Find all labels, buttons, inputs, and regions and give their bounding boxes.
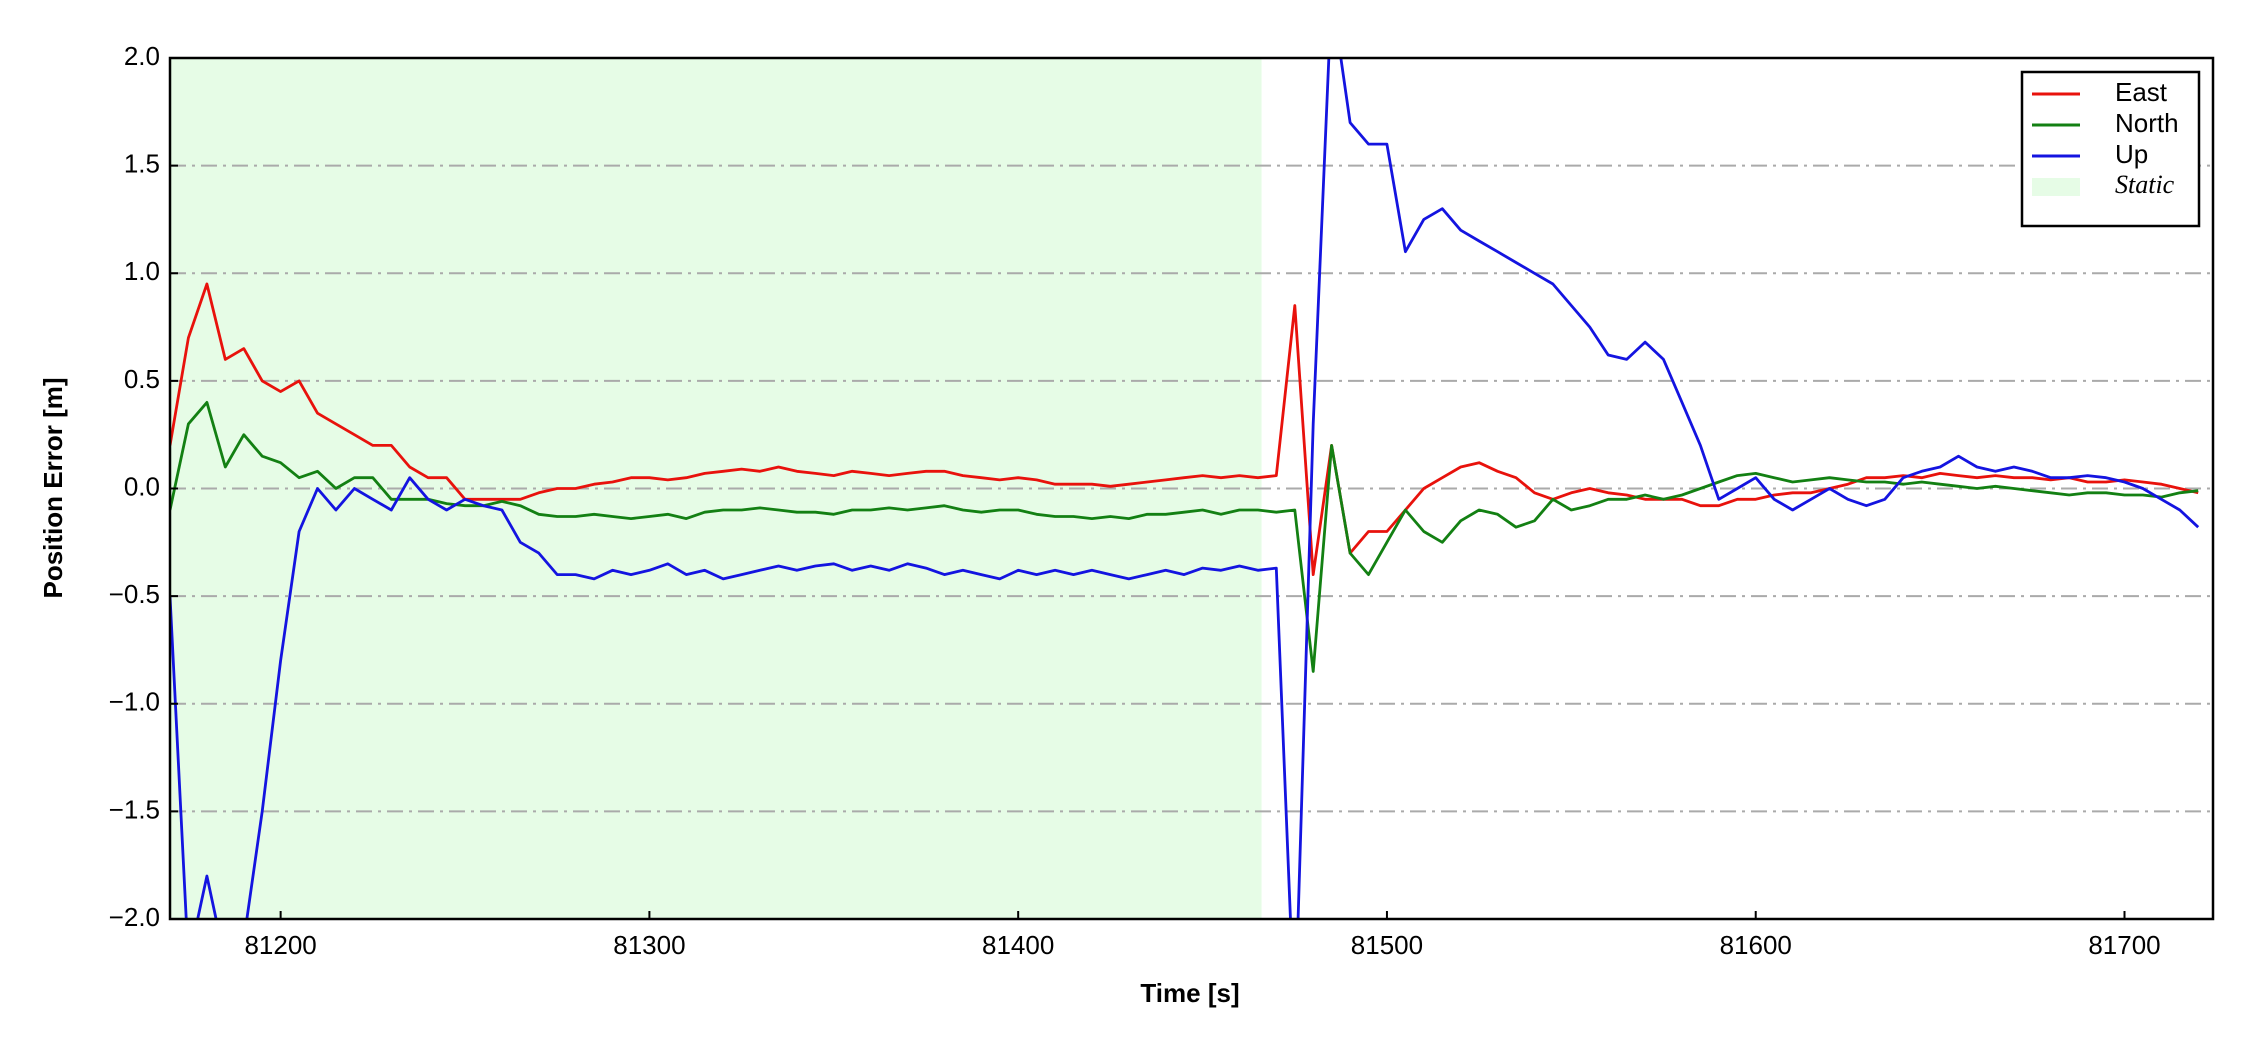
legend-label: East [2115,77,2168,107]
x-tick-label: 81400 [982,930,1054,960]
y-tick-label: 1.5 [124,149,160,179]
series-line [170,58,2200,919]
legend-box [2020,70,2201,228]
x-tick-label: 81500 [1351,930,1423,960]
y-tick-label: 0.0 [124,471,160,501]
legend-label: North [2115,108,2179,138]
plot-area [170,58,2213,919]
x-tick-label: 81700 [2088,930,2160,960]
y-tick-label: 1.0 [124,256,160,286]
y-tick-label: 0.5 [124,364,160,394]
y-tick-label: −1.5 [109,794,160,824]
y-tick-label: −1.0 [109,687,160,717]
legend-label: Up [2115,139,2148,169]
y-tick-label: 2.0 [124,41,160,71]
legend-label: Static [2115,170,2175,199]
x-axis-label: Time [s] [1140,978,1239,1008]
series-line [170,401,2199,673]
y-axis-label: Position Error [m] [38,377,68,598]
y-tick-label: −0.5 [109,579,160,609]
series-line [170,282,2199,576]
plot-frame [168,56,2215,921]
x-tick-label: 81200 [244,930,316,960]
x-tick-label: 81300 [613,930,685,960]
y-tick-label: −2.0 [109,902,160,932]
legend-swatch [2032,178,2080,196]
x-tick-label: 81600 [1720,930,1792,960]
